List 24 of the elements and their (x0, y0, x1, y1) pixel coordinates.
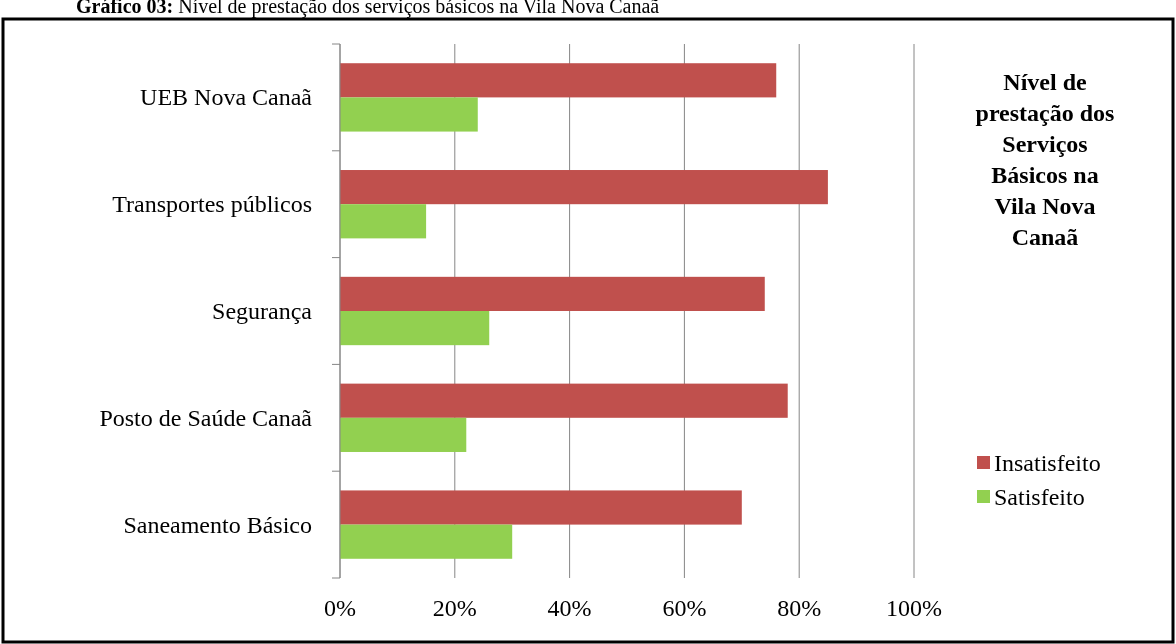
bar (340, 97, 478, 132)
x-tick-label: 100% (886, 595, 942, 621)
bar (340, 524, 513, 559)
x-tick-label: 40% (547, 595, 592, 621)
x-tick-label: 60% (662, 595, 707, 621)
bar (340, 311, 490, 346)
y-tick-label: Posto de Saúde Canaã (99, 404, 313, 431)
bar (340, 383, 788, 418)
bar (340, 276, 765, 311)
legend-label: Insatisfeito (994, 450, 1101, 476)
bar (340, 490, 742, 525)
y-tick-label: UEB Nova Canaã (140, 84, 313, 111)
y-tick-label: Segurança (212, 298, 313, 324)
bar (340, 417, 467, 452)
text: Nível de prestação dos Serviços Básicos na Vila Nova Canaã (975, 69, 1115, 250)
legend-label: Satisfeito (994, 484, 1085, 510)
x-tick-label: 20% (432, 595, 477, 621)
x-tick-label: 80% (777, 595, 822, 621)
y-tick-label: Transportes públicos (112, 191, 312, 218)
x-tick-label: 0% (324, 595, 356, 621)
bar (340, 170, 828, 205)
bar (340, 204, 427, 239)
bar (340, 63, 777, 98)
y-tick-label: Saneamento Básico (123, 511, 312, 538)
